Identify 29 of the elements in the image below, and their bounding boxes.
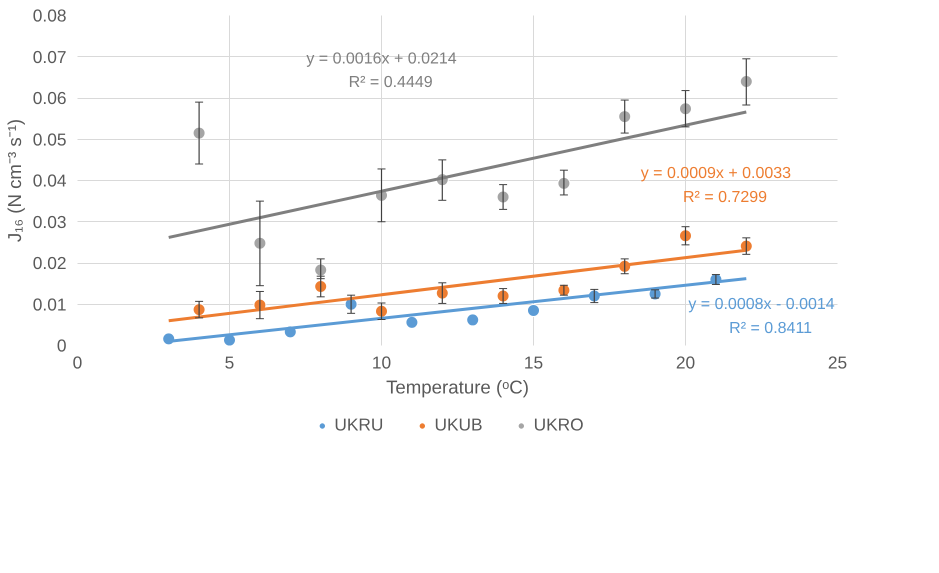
point (405, 316, 418, 329)
x-tick-label: 20 (676, 352, 696, 372)
legend-label: UKUB (434, 414, 483, 436)
y-tick-label: 0.02 (32, 253, 67, 273)
y-tick-label: 0.03 (32, 212, 67, 232)
y-tick-label: 0.07 (32, 46, 67, 67)
annotation: R² = 0.4449 (348, 74, 433, 92)
x-tick-label: 0 (72, 352, 82, 372)
annotation: y = 0.0009x + 0.0033 (640, 164, 792, 182)
annotation: y = 0.0008x - 0.0014 (688, 296, 835, 314)
x-tick-label: 5 (224, 352, 234, 372)
x-tick-label: 10 (372, 352, 392, 372)
y-axis-title: J₁₆ (N cm⁻³ s⁻¹) (4, 118, 25, 242)
legend-label: UKRU (334, 414, 384, 436)
y-tick-label: 0.01 (32, 294, 67, 314)
legend-label: UKRO (534, 414, 584, 436)
x-tick-label: 15 (524, 352, 544, 372)
annotation: R² = 0.7299 (682, 188, 768, 206)
y-tick-label: 0.08 (32, 6, 67, 26)
point (466, 313, 480, 326)
x-axis-title: Temperature (ᵒC) (386, 376, 529, 398)
y-tick-label: 0.05 (32, 129, 67, 150)
point (527, 304, 540, 317)
annotation: R² = 0.8411 (729, 320, 812, 338)
x-tick-label: 25 (828, 352, 848, 372)
y-tick-label: 0.04 (32, 170, 67, 190)
annotation: y = 0.0016x + 0.0214 (306, 50, 457, 68)
y-tick-label: 0 (56, 336, 67, 356)
y-tick-label: 0.06 (32, 88, 67, 108)
